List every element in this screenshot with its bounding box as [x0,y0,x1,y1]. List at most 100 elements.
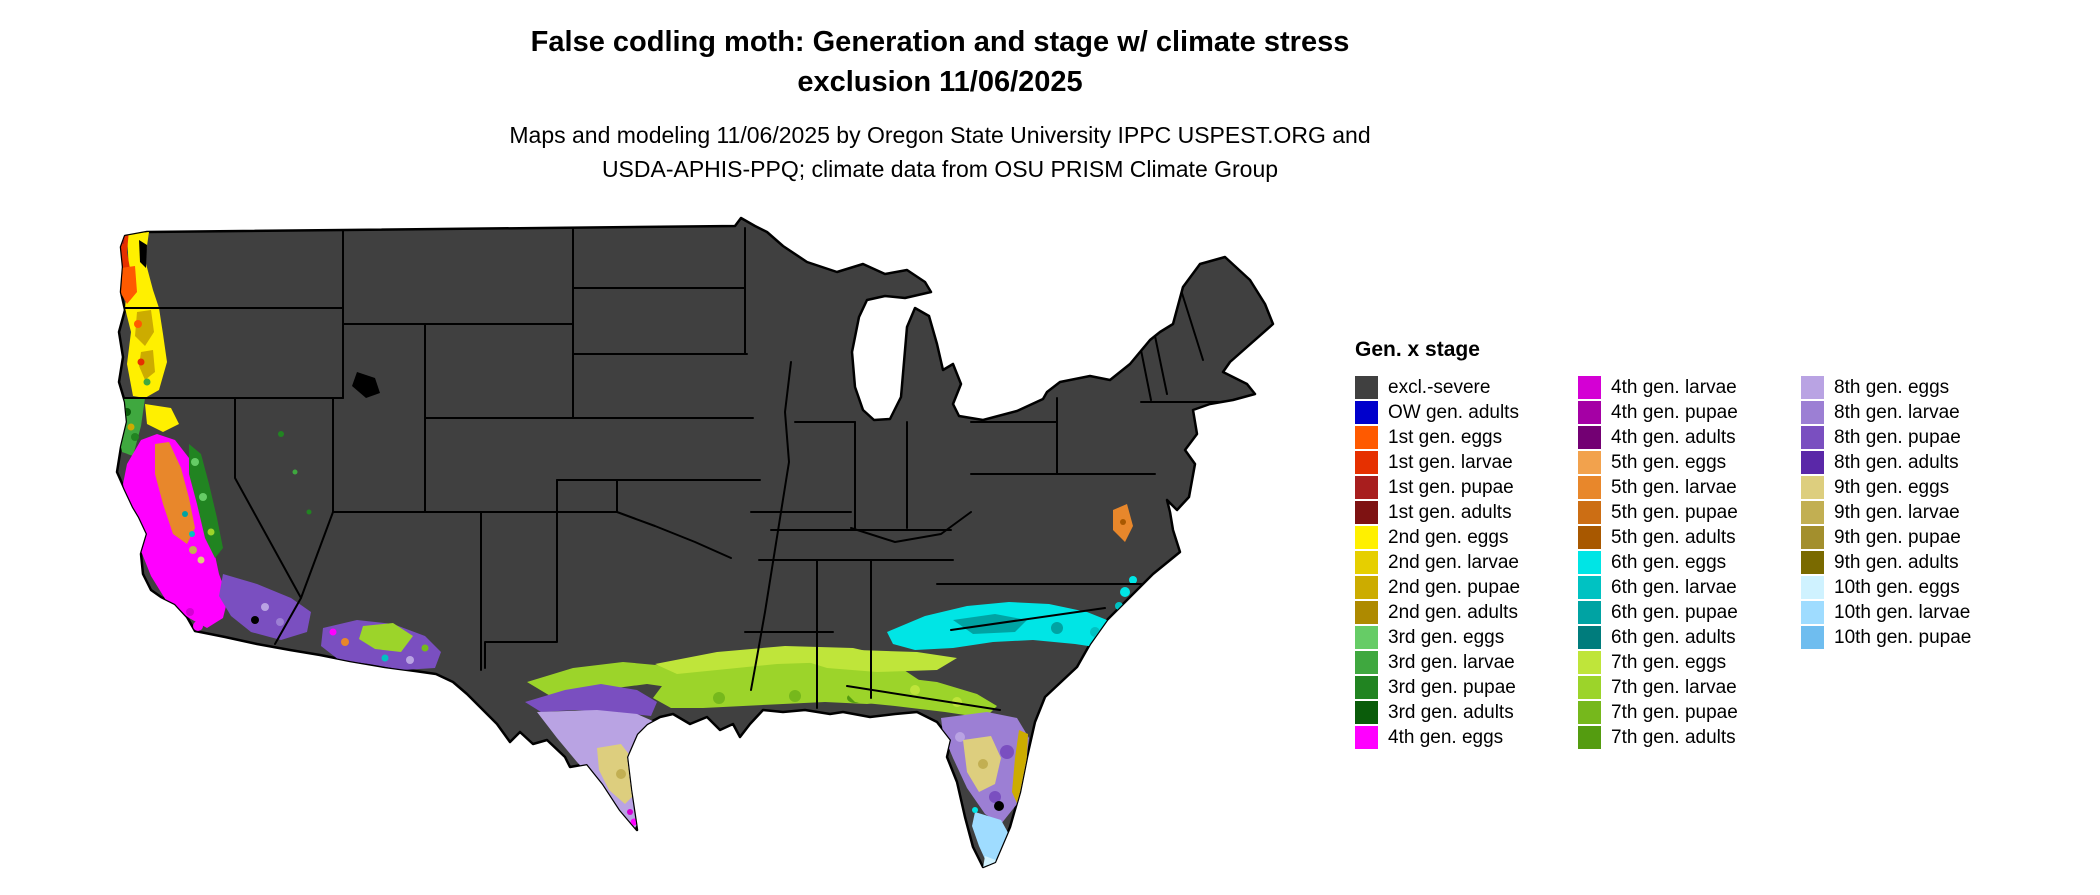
lake-okeechobee [994,801,1004,811]
map-region [155,442,195,544]
map-subtitle-line2: USDA-APHIS-PPQ; climate data from OSU PR… [601,156,1279,182]
map-region [145,404,179,432]
map-region [134,320,142,328]
legend-item-label: 3rd gen. larvae [1388,651,1515,673]
legend-item-label: 4th gen. adults [1611,426,1736,448]
map-region [910,685,920,695]
legend-item-label: 1st gen. adults [1388,501,1512,523]
map-region [131,433,139,441]
legend-item: 2nd gen. pupae [1355,575,1578,600]
legend-item-label: 2nd gen. eggs [1388,526,1509,548]
great-salt-lake [352,372,380,398]
legend-swatch [1578,626,1601,649]
legend-swatch [1355,401,1378,424]
legend-item: 4th gen. adults [1578,425,1801,450]
map-region [119,266,137,304]
map-region [713,692,725,704]
legend-item-label: 2nd gen. larvae [1388,551,1519,573]
legend-swatch [1355,576,1378,599]
map-region [292,469,298,475]
legend-item: 7th gen. adults [1578,725,1801,750]
legend-item-label: 4th gen. larvae [1611,376,1737,398]
map-region [789,690,801,702]
legend-swatch [1801,476,1824,499]
map-region [276,618,284,626]
legend-item: 2nd gen. eggs [1355,525,1578,550]
legend-swatch [1355,676,1378,699]
legend-item-label: 3rd gen. adults [1388,701,1514,723]
map-region [207,528,215,536]
map-region [189,531,195,537]
legend-item: 9th gen. adults [1801,550,2016,575]
legend-swatch [1355,526,1378,549]
legend-item-label: 6th gen. larvae [1611,576,1737,598]
legend-item: 9th gen. eggs [1801,475,2016,500]
legend-item: 5th gen. adults [1578,525,1801,550]
us-map [95,212,1310,890]
map-region [406,656,414,664]
legend-swatch [1355,476,1378,499]
map-region [1090,627,1100,637]
legend-item: 8th gen. pupae [1801,425,2016,450]
puget-sound [139,240,147,268]
map-region [795,650,957,672]
legend-swatch [1355,551,1378,574]
legend-swatch [1801,626,1824,649]
map-region [1000,745,1014,759]
map-region [182,511,188,517]
map-region [635,796,643,804]
legend-item-label: 3rd gen. eggs [1388,626,1505,648]
legend-item-label: 5th gen. pupae [1611,501,1738,523]
legend-swatch [1801,576,1824,599]
legend-item: 7th gen. pupae [1578,700,1801,725]
legend-item-label: 8th gen. larvae [1834,401,1960,423]
legend-item: 7th gen. larvae [1578,675,1801,700]
legend-item: 8th gen. eggs [1801,375,2016,400]
legend-swatch [1355,726,1378,749]
legend-item-label: 6th gen. adults [1611,626,1736,648]
legend-item-label: 2nd gen. adults [1388,601,1518,623]
legend-swatch [1801,501,1824,524]
legend-item: OW gen. adults [1355,400,1578,425]
legend-item: 1st gen. pupae [1355,475,1578,500]
map-region [972,807,978,813]
legend: Gen. x stage excl.-severe OW gen. adults 1… [1355,338,2016,750]
legend-item-label: 8th gen. eggs [1834,376,1950,398]
map-region [186,608,194,616]
legend-item-label: 8th gen. pupae [1834,426,1961,448]
legend-item-label: 7th gen. eggs [1611,651,1727,673]
legend-item: 6th gen. pupae [1578,600,1801,625]
legend-swatch [1355,426,1378,449]
legend-item-label: 4th gen. pupae [1611,401,1738,423]
legend-item: 2nd gen. larvae [1355,550,1578,575]
legend-title: Gen. x stage [1355,338,1480,361]
legend-item-label: 10th gen. pupae [1834,626,1972,648]
legend-item-label: 9th gen. pupae [1834,526,1961,548]
map-region [1012,730,1028,808]
header: False codling moth: Generation and stage… [150,22,1730,186]
legend-swatch [1578,651,1601,674]
map-region [978,759,988,769]
legend-swatch [1578,376,1601,399]
legend-item: 8th gen. larvae [1801,400,2016,425]
map-region [189,444,223,558]
legend-item: 3rd gen. adults [1355,700,1578,725]
legend-item: 5th gen. larvae [1578,475,1801,500]
map-region [525,684,657,716]
legend-item-label: 8th gen. adults [1834,451,1959,473]
legend-item: 7th gen. eggs [1578,650,1801,675]
legend-item-label: OW gen. adults [1388,401,1519,423]
legend-item: 5th gen. eggs [1578,450,1801,475]
legend-item: 6th gen. adults [1578,625,1801,650]
legend-swatch [1578,476,1601,499]
legend-swatch [1578,426,1601,449]
legend-swatch [1801,426,1824,449]
legend-item-label: 9th gen. larvae [1834,501,1960,523]
map-region [143,378,151,386]
map-region [191,458,199,466]
map-region [381,654,389,662]
legend-item-label: 5th gen. adults [1611,526,1736,548]
legend-item: 1st gen. adults [1355,500,1578,525]
map-region [341,638,349,646]
map-title-line2: exclusion 11/06/2025 [797,66,1083,98]
